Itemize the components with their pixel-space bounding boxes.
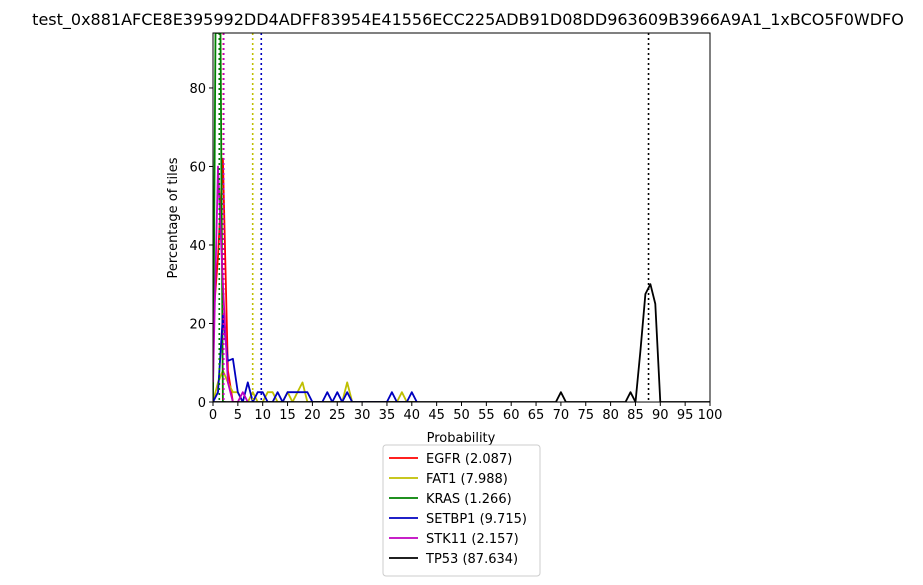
x-tick-label: 35 [379, 408, 396, 423]
x-tick-label: 80 [602, 408, 619, 423]
x-tick-label: 70 [553, 408, 570, 423]
x-tick-label: 60 [503, 408, 520, 423]
x-tick-label: 50 [453, 408, 470, 423]
y-tick-label: 40 [189, 239, 206, 254]
x-tick-label: 100 [698, 408, 723, 423]
y-tick-label: 80 [189, 82, 206, 97]
x-tick-label: 40 [404, 408, 421, 423]
legend-entry: STK11 (2.157) [426, 532, 519, 547]
legend-frame [382, 444, 541, 577]
legend-entry: TP53 (87.634) [425, 552, 518, 567]
x-tick-label: 45 [428, 408, 445, 423]
plot-frame [212, 32, 711, 403]
x-axis: 0 5 10 15 20 25 30 35 40 45 50 55 60 65 70 75 80 85 90 95 10… [209, 402, 723, 423]
x-tick-label: 90 [652, 408, 669, 423]
series-line-0 [213, 157, 238, 402]
x-tick-label: 15 [279, 408, 296, 423]
y-axis-label: Percentage of tiles [166, 157, 181, 278]
legend-entry: FAT1 (7.988) [426, 472, 508, 487]
x-tick-label: 25 [329, 408, 346, 423]
chart-title: test_0x881AFCE8E395992DD4ADFF83954E41556… [32, 10, 904, 30]
legend: EGFR (2.087) FAT1 (7.988) KRAS (1.266) SETB… [382, 444, 541, 577]
mean-lines [218, 33, 650, 402]
plot-lines [213, 33, 710, 402]
x-tick-label: 20 [304, 408, 321, 423]
series-line-5 [213, 283, 710, 402]
x-tick-label: 85 [627, 408, 644, 423]
y-tick-label: 20 [189, 317, 206, 332]
x-tick-label: 10 [254, 408, 271, 423]
series-line-2 [213, 33, 226, 402]
y-tick-label: 60 [189, 160, 206, 175]
x-tick-label: 55 [478, 408, 495, 423]
x-tick-label: 30 [354, 408, 371, 423]
series-line-3 [213, 314, 418, 402]
legend-entry: KRAS (1.266) [426, 492, 512, 507]
legend-entry: SETBP1 (9.715) [426, 512, 527, 527]
x-tick-label: 95 [677, 408, 694, 423]
legend-entry: EGFR (2.087) [426, 452, 512, 467]
series-line-4 [213, 165, 249, 402]
x-tick-label: 5 [234, 408, 242, 423]
x-tick-label: 75 [577, 408, 594, 423]
x-tick-label: 0 [209, 408, 217, 423]
y-axis: 0 20 40 60 80 [189, 82, 213, 411]
x-axis-label: Probability [427, 431, 496, 446]
y-tick-label: 0 [198, 396, 206, 411]
x-tick-label: 65 [528, 408, 545, 423]
